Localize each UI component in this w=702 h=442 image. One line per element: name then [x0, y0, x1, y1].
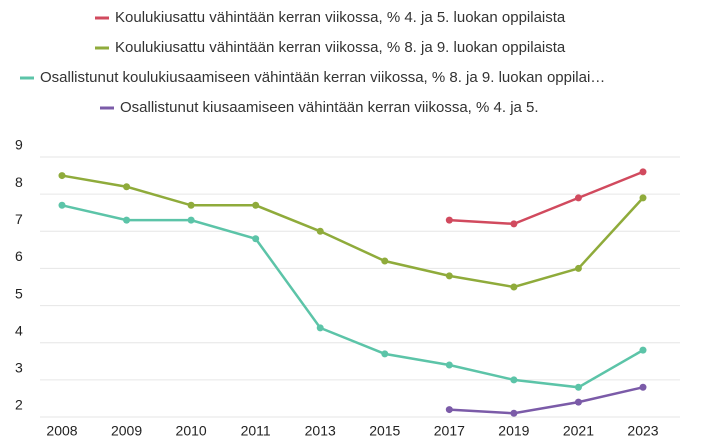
series-line — [449, 386, 644, 415]
data-point — [639, 346, 647, 354]
legend-label: Osallistunut koulukiusaamiseen vähintään… — [40, 69, 605, 86]
x-tick-label: 2019 — [498, 423, 529, 439]
data-point — [510, 376, 518, 384]
data-point — [510, 283, 518, 291]
data-point — [123, 216, 131, 224]
y-tick-label: 3 — [15, 360, 23, 376]
y-tick-label: 5 — [15, 285, 23, 301]
legend-label: Osallistunut kiusaamiseen vähintään kerr… — [120, 99, 539, 116]
x-tick-label: 2009 — [111, 423, 142, 439]
data-point — [58, 201, 66, 209]
x-tick-label: 2013 — [305, 423, 336, 439]
data-point — [252, 201, 260, 209]
data-point — [510, 220, 518, 228]
y-tick-label: 7 — [15, 211, 23, 227]
x-tick-label: 2021 — [563, 423, 594, 439]
x-tick-label: 2015 — [369, 423, 400, 439]
legend-label: Koulukiusattu vähintään kerran viikossa,… — [115, 39, 566, 56]
x-tick-label: 2011 — [241, 423, 271, 439]
data-point — [574, 264, 582, 272]
data-point — [123, 183, 131, 191]
series-line — [449, 170, 644, 226]
data-point — [58, 172, 66, 180]
y-tick-label: 8 — [15, 174, 23, 190]
data-point — [510, 409, 518, 417]
data-point — [316, 227, 324, 235]
series-line — [61, 204, 644, 389]
data-point — [639, 168, 647, 176]
data-point — [252, 235, 260, 243]
data-point — [381, 257, 389, 265]
data-point — [445, 361, 453, 369]
x-tick-label: 2010 — [176, 423, 207, 439]
data-point — [187, 216, 195, 224]
x-tick-label: 2023 — [627, 423, 658, 439]
legend-label: Koulukiusattu vähintään kerran viikossa,… — [115, 9, 566, 26]
data-point — [445, 216, 453, 224]
y-tick-label: 6 — [15, 248, 23, 264]
y-tick-label: 4 — [15, 322, 23, 338]
y-tick-label: 9 — [15, 137, 23, 153]
data-point — [445, 272, 453, 280]
data-point — [316, 324, 324, 332]
data-point — [639, 194, 647, 202]
data-point — [381, 350, 389, 358]
data-point — [187, 201, 195, 209]
data-point — [574, 194, 582, 202]
x-tick-label: 2017 — [434, 423, 465, 439]
data-point — [574, 383, 582, 391]
data-point — [639, 383, 647, 391]
data-point — [574, 398, 582, 406]
x-tick-label: 2008 — [46, 423, 77, 439]
data-point — [445, 406, 453, 414]
y-tick-label: 2 — [15, 397, 23, 413]
series-line — [61, 174, 644, 289]
